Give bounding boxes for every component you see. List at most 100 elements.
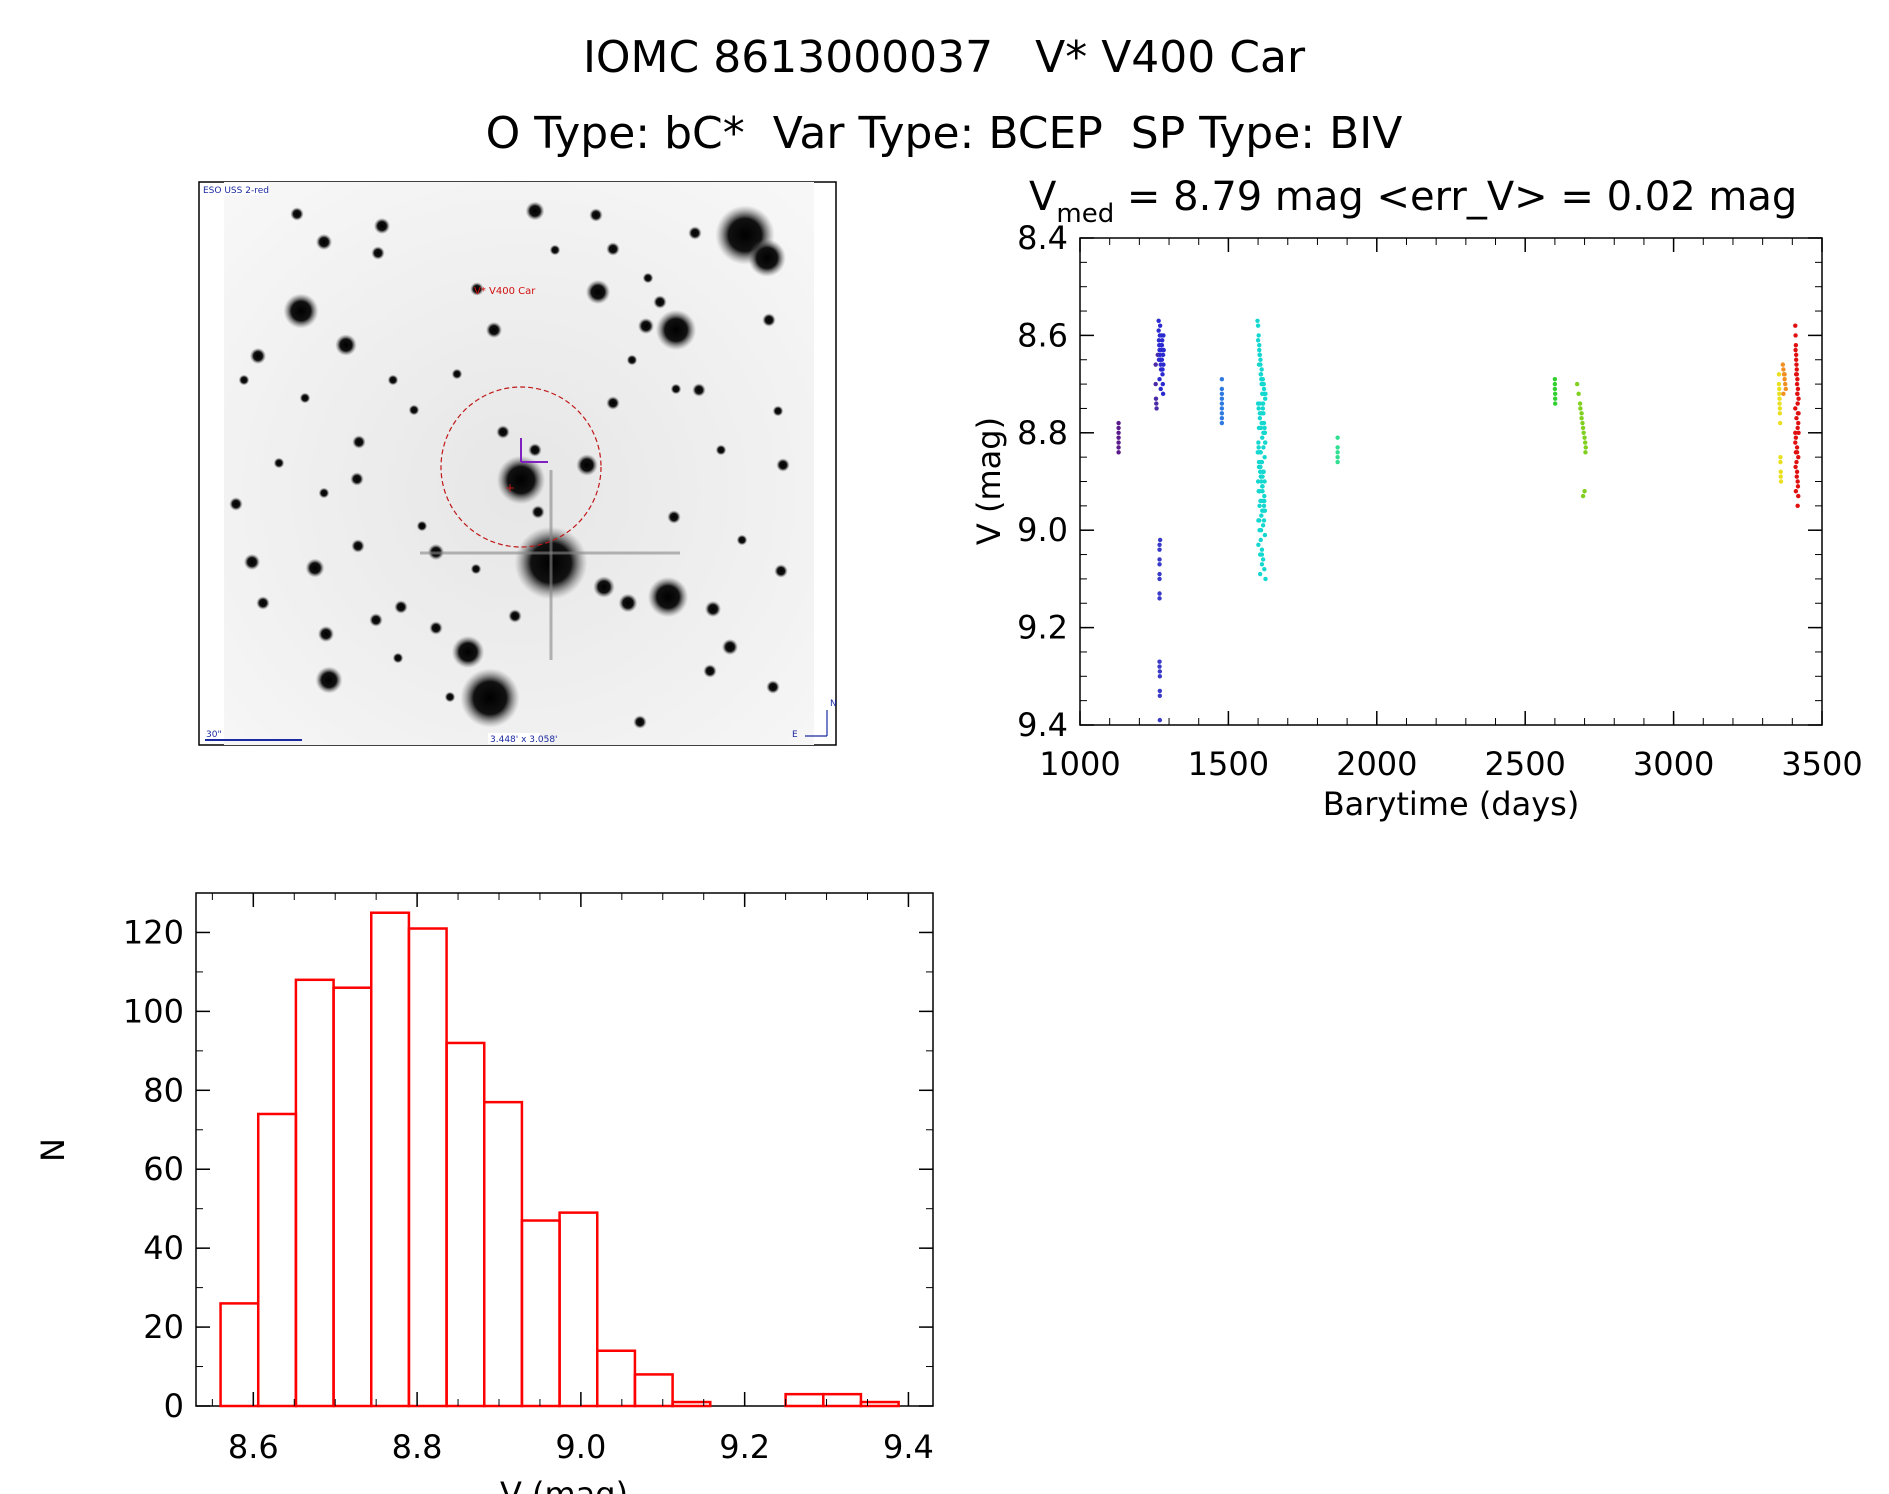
hist-bar	[596, 1349, 637, 1408]
lc-point-g3	[1160, 391, 1166, 397]
lc-point-g3	[1159, 342, 1165, 348]
finder-star	[496, 455, 546, 505]
hist-ytick-label: 0	[164, 1387, 184, 1425]
lc-point-g6	[1263, 440, 1268, 445]
lc-point-g4	[1157, 562, 1162, 567]
light-curve-chart: Vmed = 8.79 mag <err_V> = 0.02 mag 1000 1…	[970, 174, 1863, 823]
hist-bar	[369, 911, 411, 1408]
lc-xtick-label: 1500	[1188, 745, 1269, 783]
finder-star	[585, 279, 611, 305]
finder-star	[642, 272, 654, 284]
lc-plot-frame	[1079, 237, 1823, 726]
finder-star	[688, 226, 702, 240]
finder-star	[485, 321, 503, 339]
finder-star	[576, 454, 598, 476]
lc-point-g12	[1796, 420, 1801, 426]
finder-star	[290, 207, 304, 221]
lc-point-g4	[1157, 547, 1162, 552]
lc-point-g6	[1260, 381, 1265, 387]
lc-point-g1	[1116, 440, 1121, 445]
lc-point-g6	[1262, 498, 1267, 504]
lc-point-g6	[1259, 513, 1264, 518]
finder-star	[371, 246, 385, 260]
lc-point-g4	[1157, 596, 1162, 601]
lc-point-g6	[1257, 489, 1263, 494]
finder-star	[704, 600, 722, 618]
lc-point-g6	[1257, 352, 1262, 358]
finder-star	[776, 458, 790, 472]
lc-ytick-label: 8.4	[1017, 219, 1068, 257]
finder-star	[626, 354, 638, 366]
hist-bar	[520, 1219, 561, 1408]
fov-label: 3.448' x 3.058'	[490, 735, 558, 745]
lc-point-g12	[1795, 479, 1800, 484]
lc-point-g12	[1793, 333, 1798, 338]
lc-point-g12	[1796, 430, 1801, 435]
lc-point-g9	[1582, 435, 1587, 440]
lc-ytick-label: 8.8	[1017, 414, 1068, 452]
lc-point-g12	[1793, 440, 1798, 445]
lc-xtick-label: 2000	[1336, 745, 1417, 783]
hist-bar	[482, 1100, 524, 1408]
finder-star	[369, 613, 383, 627]
lc-point-g5	[1219, 377, 1225, 382]
finder-star	[387, 374, 399, 386]
lc-point-g3	[1160, 352, 1166, 358]
lc-point-g6	[1262, 425, 1267, 431]
finder-star	[508, 609, 522, 623]
finder-star	[394, 600, 408, 614]
hist-ytick-label: 40	[143, 1229, 184, 1267]
lc-point-g9	[1580, 420, 1585, 426]
lc-point-g3	[1160, 338, 1165, 343]
lc-point-g6	[1260, 557, 1266, 562]
lc-point-g3	[1156, 318, 1161, 323]
lc-point-g6	[1259, 367, 1264, 372]
lc-point-g7	[1335, 450, 1340, 455]
finder-star	[606, 242, 620, 256]
lc-point-g5	[1219, 401, 1225, 406]
finder-star	[589, 208, 603, 222]
lc-xtick-label: 3500	[1781, 745, 1862, 783]
lc-point-g6	[1256, 542, 1261, 548]
lc-ytick-label: 9.2	[1017, 609, 1068, 647]
lc-point-g6	[1257, 401, 1262, 406]
finder-star	[283, 293, 319, 329]
hist-ylabel: N	[34, 1138, 72, 1162]
lc-point-g6	[1258, 450, 1263, 455]
lc-point-g10	[1777, 420, 1783, 426]
finder-star	[766, 680, 780, 694]
header-title: IOMC 8613000037 V* V400 Car	[583, 32, 1306, 83]
lc-point-g6	[1263, 576, 1268, 582]
lc-point-g9	[1581, 430, 1586, 435]
lc-point-g5	[1219, 396, 1225, 401]
lc-point-g12	[1793, 406, 1798, 411]
lc-point-g4	[1157, 693, 1163, 698]
finder-star	[528, 443, 542, 457]
lc-point-g6	[1262, 566, 1267, 572]
lc-point-g9	[1574, 381, 1580, 387]
hist-bar	[784, 1392, 825, 1408]
lc-title: Vmed = 8.79 mag <err_V> = 0.02 mag	[1029, 174, 1797, 229]
finder-star	[772, 405, 784, 417]
lc-point-g3	[1161, 362, 1166, 367]
lc-point-g8	[1552, 401, 1558, 406]
finder-star	[653, 295, 667, 309]
lc-point-g12	[1796, 396, 1801, 401]
lc-point-g6	[1260, 406, 1266, 411]
hist-bar	[822, 1392, 863, 1408]
lc-point-g6	[1259, 562, 1265, 567]
lc-point-g7	[1335, 445, 1340, 450]
finder-star	[703, 664, 717, 678]
finder-star	[416, 520, 428, 532]
lc-point-g6	[1263, 396, 1268, 401]
lc-xlabel: Barytime (days)	[1323, 785, 1580, 823]
lc-point-g6	[1256, 362, 1262, 367]
lc-point-g3	[1160, 372, 1165, 377]
lc-point-g9	[1579, 411, 1584, 416]
lc-point-g4	[1157, 674, 1163, 679]
hist-bars	[219, 911, 900, 1408]
finder-star	[496, 425, 510, 439]
finder-star	[299, 392, 311, 404]
finder-star	[606, 396, 620, 410]
